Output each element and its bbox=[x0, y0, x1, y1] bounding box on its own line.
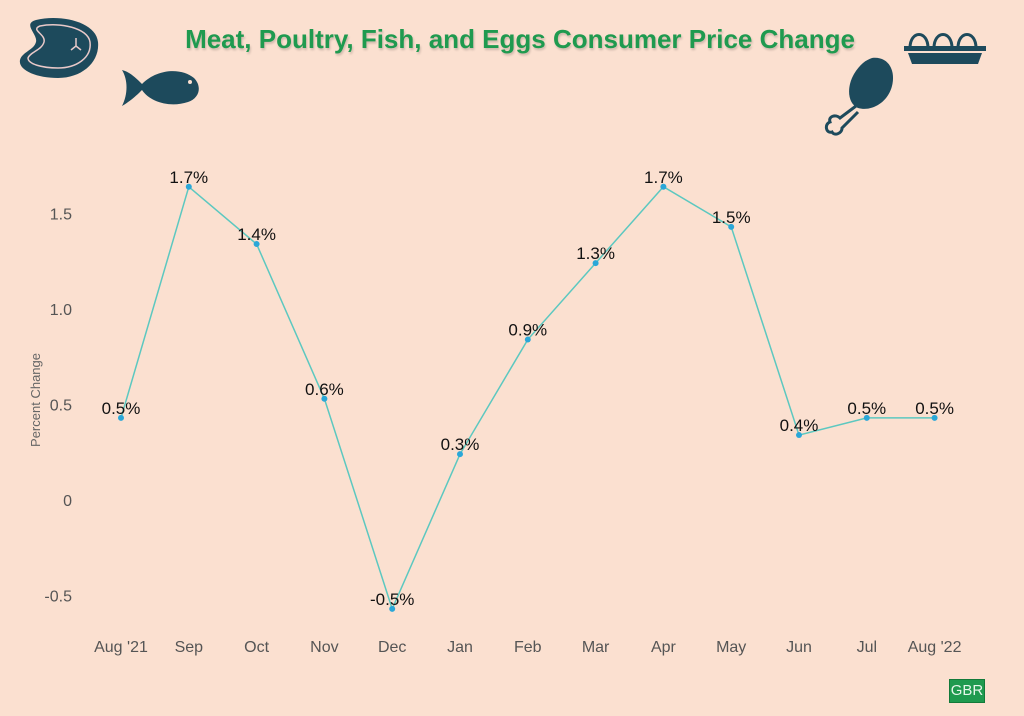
x-tick-label: Sep bbox=[175, 639, 204, 656]
series-line bbox=[120, 185, 935, 611]
data-point bbox=[118, 414, 124, 421]
data-label: 1.7% bbox=[644, 168, 683, 187]
data-point bbox=[524, 336, 531, 343]
data-point bbox=[728, 223, 735, 230]
chicken-leg-icon bbox=[824, 57, 894, 136]
source-badge: GBR bbox=[949, 679, 985, 703]
x-axis: Aug '21 Sep Oct Nov Dec Jan Feb Mar Apr May Jun Jul… bbox=[94, 639, 961, 656]
x-tick-label: Jan bbox=[447, 639, 473, 656]
x-tick-label: Jul bbox=[857, 639, 877, 656]
data-label: -0.5% bbox=[370, 590, 414, 609]
x-tick-label: Nov bbox=[310, 639, 338, 656]
data-label: 0.4% bbox=[780, 416, 819, 435]
y-tick-label: 0.5 bbox=[50, 398, 72, 415]
data-points bbox=[118, 183, 938, 612]
data-labels: 0.5% 1.7% 1.4% 0.6% -0.5% 0.3% 0.9% 1.3% 1.7% 1.5… bbox=[102, 168, 954, 609]
data-label: 0.9% bbox=[508, 321, 547, 340]
x-tick-label: Apr bbox=[651, 639, 677, 656]
data-label: 0.6% bbox=[305, 380, 344, 399]
data-label: 0.5% bbox=[102, 399, 141, 418]
data-point bbox=[321, 395, 328, 402]
data-point bbox=[185, 183, 192, 190]
x-tick-label: Mar bbox=[582, 639, 610, 656]
y-tick-label: 1.5 bbox=[50, 207, 72, 224]
x-tick-label: Feb bbox=[514, 639, 542, 656]
data-point bbox=[592, 260, 599, 267]
data-point bbox=[457, 451, 463, 458]
chart-title: Meat, Poultry, Fish, and Eggs Consumer P… bbox=[185, 24, 855, 54]
eggs-carton-icon bbox=[904, 33, 986, 64]
steak-icon bbox=[19, 18, 99, 78]
data-point bbox=[931, 414, 938, 421]
data-label: 0.5% bbox=[847, 399, 886, 418]
y-tick-label: 0 bbox=[63, 493, 72, 510]
data-label: 1.7% bbox=[169, 168, 208, 187]
data-label: 0.3% bbox=[441, 435, 480, 454]
data-point bbox=[863, 414, 870, 421]
x-tick-label: Aug '22 bbox=[908, 639, 962, 656]
x-tick-label: Dec bbox=[378, 639, 406, 656]
y-tick-label: 1.0 bbox=[50, 302, 72, 319]
x-tick-label: May bbox=[716, 639, 746, 656]
x-tick-label: Oct bbox=[244, 639, 269, 656]
data-point bbox=[660, 183, 667, 190]
x-tick-label: Aug '21 bbox=[94, 639, 148, 656]
y-axis: -0.5 0 0.5 1.0 1.5 bbox=[44, 207, 72, 606]
data-point bbox=[253, 241, 260, 248]
data-point bbox=[389, 605, 396, 612]
data-label: 0.5% bbox=[915, 399, 954, 418]
data-label: 1.4% bbox=[237, 225, 276, 244]
data-point bbox=[796, 432, 802, 439]
data-label: 1.5% bbox=[712, 208, 751, 227]
fish-icon bbox=[122, 70, 199, 106]
data-label: 1.3% bbox=[576, 244, 615, 263]
y-tick-label: -0.5 bbox=[44, 589, 72, 606]
x-tick-label: Jun bbox=[786, 639, 812, 656]
y-axis-label: Percent Change bbox=[28, 353, 43, 447]
